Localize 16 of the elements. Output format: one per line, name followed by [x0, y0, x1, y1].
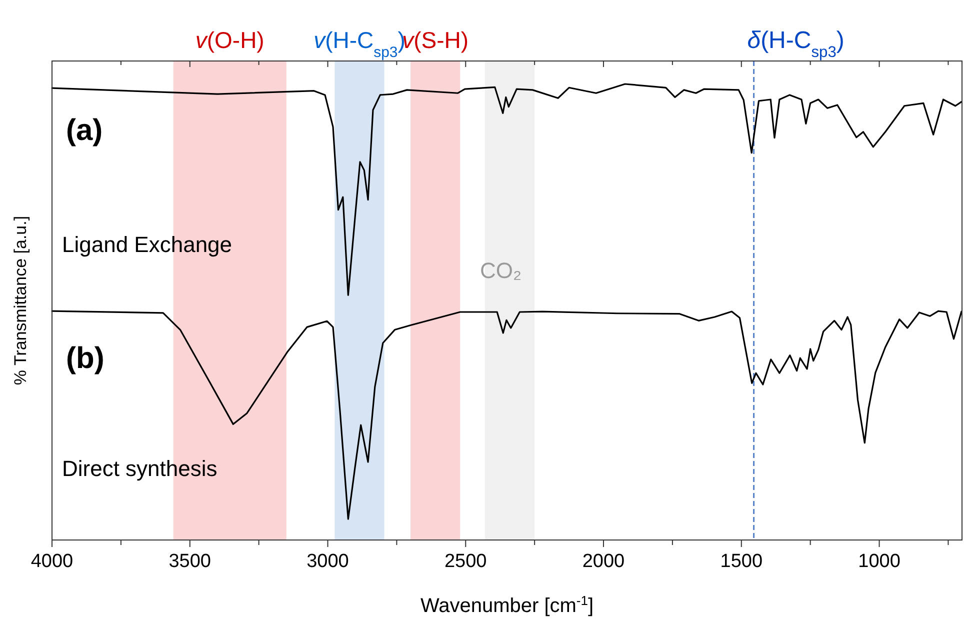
annotation: Ligand Exchange: [62, 232, 232, 257]
annotation: (b): [66, 342, 104, 375]
x-tick-label: 1000: [858, 551, 900, 572]
x-tick-label: 4000: [30, 551, 74, 572]
annotation: CO₂: [480, 258, 522, 283]
x-tick-label: 2500: [444, 551, 487, 572]
x-tick-label: 1500: [720, 551, 763, 572]
x-tick-label: 3500: [168, 551, 212, 572]
y-axis-title: % Transmittance [a.u.]: [11, 216, 30, 386]
annotation: (a): [66, 114, 103, 147]
x-axis-title: Wavenumber [cm$^{-1}$]: [420, 592, 594, 617]
x-tick-label: 2000: [582, 551, 625, 572]
ref-line-label: δ(H-C$_{sp3}$): [747, 27, 844, 60]
x-tick-label: 3000: [306, 551, 349, 572]
band-label: v(O-H): [195, 27, 264, 53]
annotation: Direct synthesis: [62, 456, 218, 481]
